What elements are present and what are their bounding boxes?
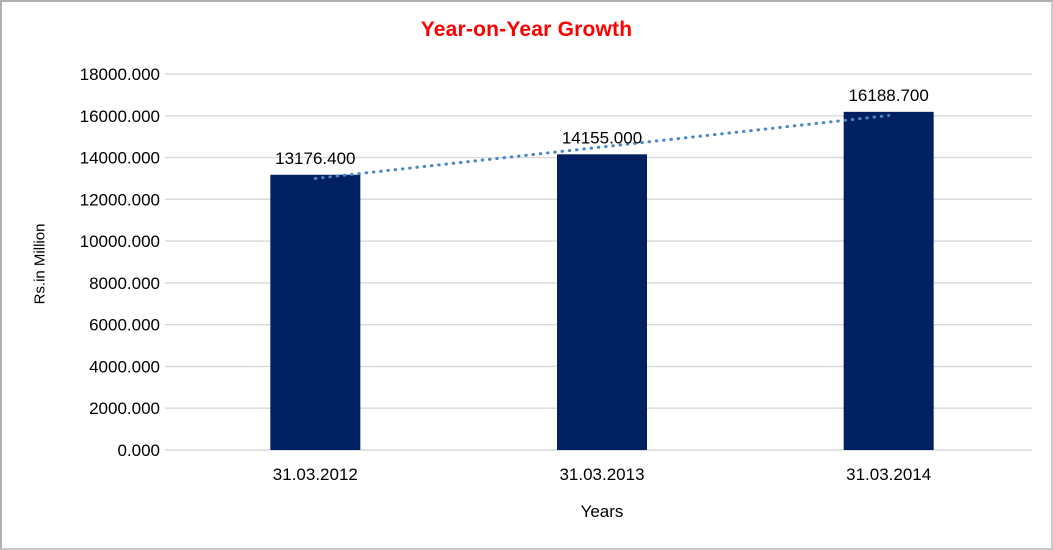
bar-data-label: 14155.000 — [562, 128, 642, 147]
y-tick-label: 10000.000 — [80, 232, 160, 251]
x-category-label: 31.03.2012 — [273, 465, 358, 484]
bar — [270, 174, 361, 450]
x-axis-title: Years — [580, 502, 624, 521]
x-category-label: 31.03.2013 — [559, 465, 644, 484]
chart-title: Year-on-Year Growth — [420, 18, 633, 41]
y-tick-label: 4000.000 — [89, 357, 160, 376]
y-tick-label: 12000.000 — [80, 190, 160, 209]
y-tick-label: 18000.000 — [80, 65, 160, 84]
y-tick-label: 6000.000 — [89, 316, 160, 335]
bar — [843, 111, 934, 450]
y-tick-label: 0.000 — [117, 441, 160, 460]
y-tick-label: 2000.000 — [89, 399, 160, 418]
x-category-label: 31.03.2014 — [846, 465, 931, 484]
y-tick-label: 16000.000 — [80, 107, 160, 126]
trendline — [313, 114, 891, 180]
bar-data-label: 16188.700 — [848, 86, 928, 105]
y-tick-label: 14000.000 — [80, 149, 160, 168]
bar-data-label: 13176.400 — [275, 149, 355, 168]
bar — [557, 154, 647, 450]
y-tick-label: 8000.000 — [89, 274, 160, 293]
